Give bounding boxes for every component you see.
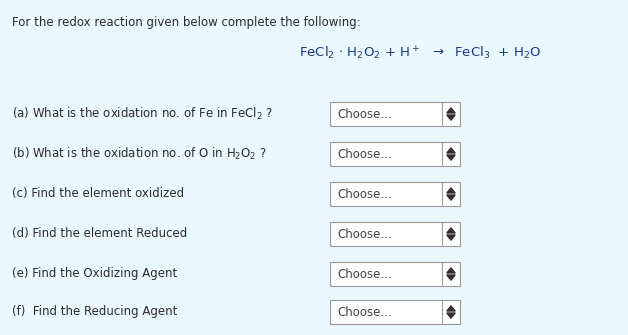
Text: For the redox reaction given below complete the following:: For the redox reaction given below compl…: [12, 16, 360, 29]
Polygon shape: [447, 115, 455, 120]
Text: (e) Find the Oxidizing Agent: (e) Find the Oxidizing Agent: [12, 268, 177, 280]
FancyBboxPatch shape: [330, 102, 460, 126]
Text: Choose...: Choose...: [337, 108, 392, 121]
Text: (f)  Find the Reducing Agent: (f) Find the Reducing Agent: [12, 306, 177, 319]
Text: (a) What is the oxidation no. of Fe in $\mathregular{FeCl_2}$ ?: (a) What is the oxidation no. of Fe in $…: [12, 106, 273, 122]
Text: (d) Find the element Reduced: (d) Find the element Reduced: [12, 227, 187, 241]
Text: Choose...: Choose...: [337, 147, 392, 160]
FancyBboxPatch shape: [330, 222, 460, 246]
Polygon shape: [447, 155, 455, 160]
FancyBboxPatch shape: [330, 142, 460, 166]
Text: $\mathregular{FeCl_2}$ $\mathregular{\cdot}$ $\mathregular{H_2O_2}$ + $\mathregu: $\mathregular{FeCl_2}$ $\mathregular{\cd…: [299, 45, 541, 62]
Text: Choose...: Choose...: [337, 227, 392, 241]
Polygon shape: [447, 268, 455, 273]
FancyBboxPatch shape: [330, 300, 460, 324]
Polygon shape: [447, 306, 455, 311]
Text: Choose...: Choose...: [337, 306, 392, 319]
Text: (b) What is the oxidation no. of O in $\mathregular{H_2O_2}$ ?: (b) What is the oxidation no. of O in $\…: [12, 146, 267, 162]
Polygon shape: [447, 275, 455, 280]
Polygon shape: [447, 148, 455, 153]
Text: Choose...: Choose...: [337, 268, 392, 280]
Text: (c) Find the element oxidized: (c) Find the element oxidized: [12, 188, 184, 201]
FancyBboxPatch shape: [330, 182, 460, 206]
Polygon shape: [447, 195, 455, 200]
Polygon shape: [447, 313, 455, 318]
Polygon shape: [447, 235, 455, 240]
Polygon shape: [447, 188, 455, 193]
FancyBboxPatch shape: [330, 262, 460, 286]
Polygon shape: [447, 108, 455, 113]
Text: Choose...: Choose...: [337, 188, 392, 201]
Polygon shape: [447, 228, 455, 233]
